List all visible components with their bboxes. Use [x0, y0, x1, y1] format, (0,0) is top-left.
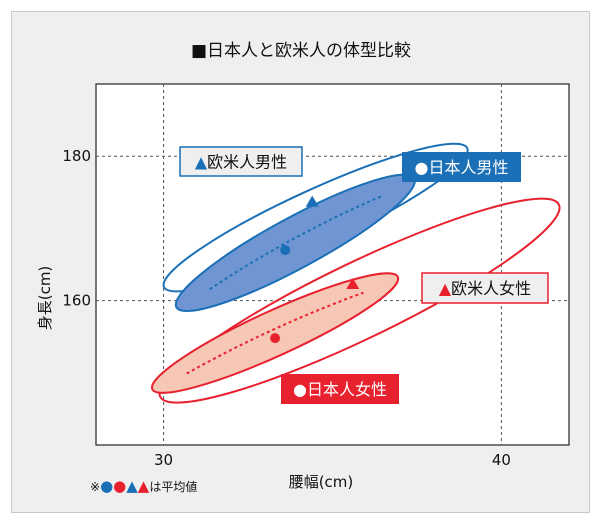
axis-dashed-line: [209, 195, 382, 291]
series-label-3: ▲欧米人女性: [421, 272, 549, 304]
x-tick-label: 30: [154, 451, 173, 469]
series-label-text: ▲欧米人女性: [439, 279, 531, 298]
series-label-box: [179, 146, 303, 177]
y-tick-label: 180: [62, 147, 91, 165]
mean-point-4: [270, 333, 281, 344]
ellipse-4: [150, 272, 400, 394]
y-tick-label: 160: [62, 292, 91, 310]
average-note-text: ※●●▲▲は平均値: [90, 477, 197, 495]
series-label-text: ●日本人女性: [293, 380, 387, 399]
series-label-box: [281, 374, 399, 404]
x-axis-label: 腰幅(cm): [289, 473, 354, 491]
series-label-2: ●日本人男性: [402, 152, 521, 182]
average-note: ※●●▲▲は平均値: [90, 477, 197, 495]
series-label-1: ▲欧米人男性: [179, 146, 303, 177]
axis-dashed-line: [186, 291, 364, 375]
mean-point-2: [280, 245, 291, 256]
x-tick-label: 40: [492, 451, 511, 469]
series-label-text: ▲欧米人男性: [195, 153, 287, 172]
chart-title: ■日本人と欧米人の体型比較: [191, 41, 411, 61]
mean-point-3: [346, 277, 360, 289]
series-label-box: [402, 152, 521, 182]
series-label-4: ●日本人女性: [281, 374, 399, 404]
ellipse-3: [158, 197, 561, 404]
y-axis-label: 身長(cm): [36, 266, 54, 331]
series-label-box: [421, 272, 549, 304]
mean-point-1: [305, 195, 319, 207]
series-label-text: ●日本人男性: [415, 158, 509, 177]
